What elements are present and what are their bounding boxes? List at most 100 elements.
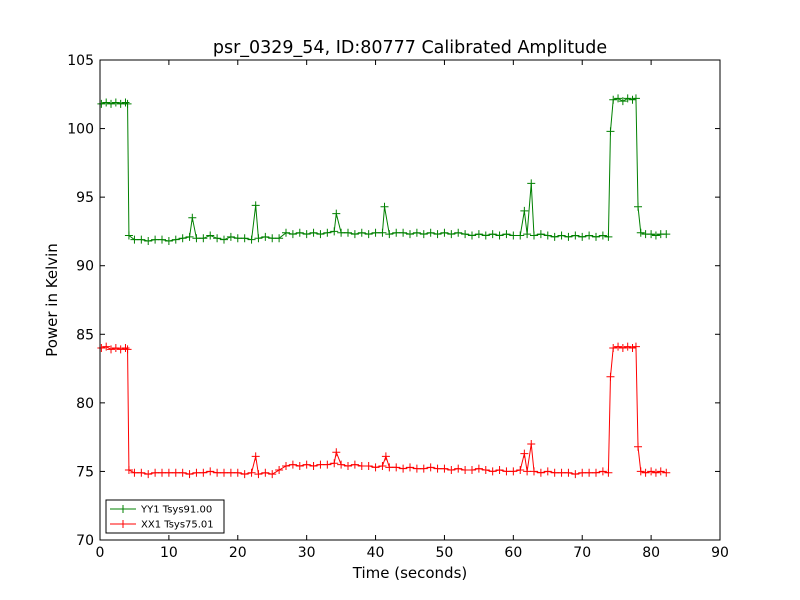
data-point <box>634 202 643 211</box>
data-point <box>111 344 120 352</box>
series-2 <box>97 342 671 479</box>
data-point <box>412 464 421 473</box>
data-point <box>102 98 111 107</box>
data-point <box>275 466 284 475</box>
data-point <box>144 237 153 246</box>
data-point <box>618 344 627 352</box>
data-point <box>454 228 463 237</box>
data-point <box>606 372 615 381</box>
data-point <box>419 464 428 473</box>
data-point <box>206 231 215 240</box>
data-point <box>247 235 256 244</box>
data-point <box>151 468 160 477</box>
data-point <box>468 231 476 240</box>
data-point <box>628 95 637 104</box>
data-point <box>123 99 132 108</box>
data-point <box>592 468 600 477</box>
data-point <box>536 230 545 239</box>
data-point <box>564 468 573 477</box>
data-point <box>578 232 587 241</box>
data-point <box>636 467 645 476</box>
data-point <box>107 99 116 108</box>
data-point <box>371 228 380 237</box>
data-point <box>337 228 346 237</box>
x-tick-label: 90 <box>711 545 729 561</box>
data-point <box>578 468 587 477</box>
data-point <box>461 466 470 475</box>
data-point <box>571 231 580 240</box>
data-point <box>433 230 442 239</box>
legend-item: YY1 Tsys91.00 <box>110 505 212 516</box>
data-point <box>520 206 529 215</box>
data-point <box>631 94 640 103</box>
data-point <box>254 470 263 479</box>
data-point <box>137 468 146 477</box>
data-point <box>116 345 125 354</box>
axis-ticks: 0 10 20 30 40 50 60 70 80 90 70 75 80 85 90 95 100 105 <box>67 53 729 561</box>
data-point <box>130 235 139 244</box>
data-point <box>614 94 623 103</box>
data-point <box>426 228 435 237</box>
data-point <box>124 466 133 475</box>
legend-label: YY1 Tsys91.00 <box>140 505 212 516</box>
data-point <box>213 468 222 477</box>
plot-area <box>97 94 671 479</box>
data-point <box>247 468 256 477</box>
data-point <box>282 461 290 470</box>
x-tick-label: 30 <box>298 545 316 561</box>
y-tick-label: 75 <box>76 464 94 480</box>
data-point <box>332 209 341 218</box>
data-point <box>220 235 228 244</box>
data-point <box>474 230 483 239</box>
data-point <box>302 230 311 239</box>
data-point <box>641 468 650 477</box>
legend-marker <box>119 505 127 513</box>
data-point <box>102 342 111 351</box>
data-point <box>316 460 325 469</box>
data-point <box>412 228 421 237</box>
data-point <box>523 230 532 239</box>
data-point <box>406 230 414 239</box>
data-point <box>474 464 483 473</box>
data-point <box>330 227 339 236</box>
y-tick-label: 95 <box>76 190 94 206</box>
data-point <box>233 234 242 243</box>
data-point <box>656 467 665 476</box>
data-point <box>268 234 277 243</box>
data-point <box>130 468 139 477</box>
y-axis-label: Power in Kelvin <box>43 243 61 357</box>
data-point <box>121 98 130 107</box>
data-point <box>188 213 197 222</box>
x-tick-label: 40 <box>367 545 385 561</box>
data-point <box>295 461 304 470</box>
data-point <box>557 231 566 240</box>
data-point <box>164 237 173 246</box>
chart-title: psr_0329_54, ID:80777 Calibrated Amplitu… <box>213 38 607 58</box>
data-point <box>440 228 449 237</box>
data-point <box>337 460 346 469</box>
x-tick-label: 70 <box>573 545 591 561</box>
data-point <box>226 468 235 477</box>
data-point <box>350 460 359 469</box>
data-point <box>392 228 401 237</box>
x-tick-label: 60 <box>504 545 522 561</box>
data-point <box>385 230 394 239</box>
data-point <box>447 230 456 239</box>
data-point <box>192 234 201 243</box>
x-axis-label: Time (seconds) <box>352 564 468 582</box>
data-point <box>192 468 201 477</box>
data-point <box>454 464 463 473</box>
data-point <box>516 231 525 240</box>
data-point <box>564 232 573 241</box>
data-point <box>614 342 623 351</box>
data-point <box>495 466 504 475</box>
data-point <box>399 228 408 237</box>
data-point <box>557 468 566 477</box>
plot-frame <box>99 59 721 541</box>
data-point <box>316 230 325 239</box>
data-point <box>571 470 580 479</box>
data-point <box>107 345 116 354</box>
data-point <box>97 344 106 352</box>
data-point <box>636 228 645 237</box>
data-point <box>111 98 120 107</box>
